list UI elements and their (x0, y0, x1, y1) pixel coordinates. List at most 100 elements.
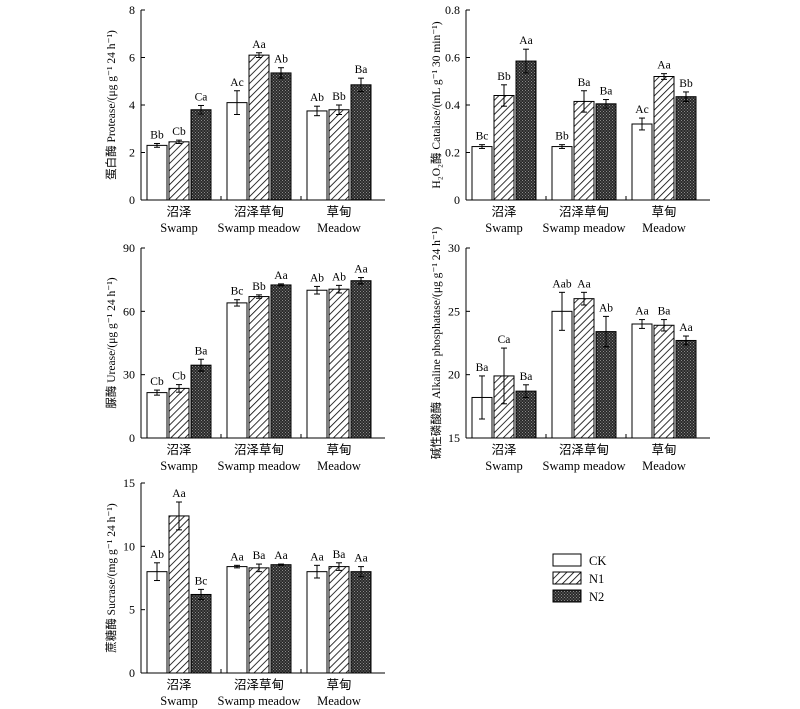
significance-label: Aa (657, 60, 670, 72)
category-label-zh: 沼泽 (166, 205, 191, 219)
bar-n1 (248, 54, 270, 201)
legend-label-ck: CK (589, 554, 606, 568)
y-tick-label: 15 (448, 431, 460, 445)
significance-label: Bb (150, 129, 164, 141)
y-tick-label: 4 (129, 98, 135, 112)
y-tick-label: 0.4 (445, 98, 460, 112)
bar-ck (226, 566, 248, 674)
y-tick-label: 6 (129, 51, 135, 65)
bar-n2 (515, 390, 537, 439)
significance-label: Ab (599, 302, 613, 314)
bar-n1 (328, 109, 350, 201)
y-axis-title: 蛋白酶 Protease/(μg g⁻¹ 24 h⁻¹) (104, 30, 118, 180)
category-label-zh: 草甸 (326, 205, 351, 219)
significance-label: Ba (600, 86, 613, 98)
category-label-en: Meadow (317, 459, 361, 473)
category-label-zh: 沼泽草甸 (559, 443, 609, 457)
significance-label: Bc (476, 131, 489, 143)
category-label-zh: 沼泽 (166, 443, 191, 457)
y-tick-label: 8 (129, 3, 135, 17)
bar-n2 (675, 96, 697, 201)
y-tick-label: 25 (448, 304, 460, 318)
significance-label: Bb (252, 281, 266, 293)
bar-ck (306, 110, 328, 201)
significance-label: Cb (172, 126, 186, 138)
bar-n2 (350, 84, 372, 201)
y-tick-label: 0 (129, 193, 135, 207)
significance-label: Aab (552, 278, 571, 290)
category-label-en: Swamp (160, 694, 198, 708)
bar-n1 (248, 296, 270, 439)
bar-ck (146, 571, 168, 674)
bar-n2 (190, 109, 212, 201)
significance-label: Ba (195, 345, 208, 357)
urease-panel: 0 30 60 90 脲酶 Urease/(μg g⁻¹ 24 h⁻¹) Cb Cb Ba 沼泽… (105, 241, 385, 473)
bar-ck (631, 323, 653, 439)
bar-n2 (350, 280, 372, 439)
y-tick-label: 10 (123, 539, 135, 553)
bar-n1 (248, 567, 270, 674)
significance-label: Ba (520, 371, 533, 383)
legend-swatch-n2 (552, 589, 582, 603)
category-label-en: Swamp meadow (218, 221, 301, 235)
y-tick-label: 0.2 (445, 146, 460, 160)
significance-label: Ab (150, 549, 164, 561)
bar-n1 (493, 95, 515, 201)
significance-label: Ab (274, 54, 288, 66)
significance-label: Aa (310, 551, 323, 563)
y-tick-label: 0 (129, 666, 135, 680)
category-label-zh: 草甸 (326, 443, 351, 457)
significance-label: Ac (635, 104, 648, 116)
alkaline-phosphatase-panel: 15 20 25 30 碱性磷酸酶 Alkaline phosphatase/(μg g… (429, 227, 710, 473)
significance-label: Bc (231, 286, 244, 298)
bar-n2 (190, 593, 212, 674)
bar-ck (226, 102, 248, 201)
bar-n2 (595, 103, 617, 201)
bar-n2 (675, 339, 697, 439)
y-tick-label: 0.8 (445, 3, 460, 17)
y-tick-label: 90 (123, 241, 135, 255)
bar-n2 (270, 284, 292, 439)
y-axis-title: 脲酶 Urease/(μg g⁻¹ 24 h⁻¹) (105, 277, 118, 408)
significance-label: Aa (252, 39, 265, 51)
significance-label: Ba (476, 362, 489, 374)
significance-label: Bb (332, 91, 346, 103)
category-label-en: Meadow (642, 459, 686, 473)
y-axis-title: 碱性磷酸酶 Alkaline phosphatase/(μg g⁻¹ 24 h⁻… (429, 227, 443, 460)
category-label-zh: 沼泽草甸 (559, 205, 609, 219)
legend-label-n2: N2 (589, 590, 604, 604)
category-label-en: Swamp meadow (218, 459, 301, 473)
legend-swatch-n1 (552, 571, 582, 585)
significance-label: Aa (354, 264, 367, 276)
category-label-zh: 草甸 (651, 443, 676, 457)
bar-n2 (190, 364, 212, 439)
legend-label-n1: N1 (589, 572, 604, 586)
bar-ck (306, 289, 328, 439)
significance-label: Cb (172, 371, 186, 383)
y-tick-label: 15 (123, 476, 135, 490)
bar-n1 (328, 566, 350, 674)
category-label-en: Meadow (317, 694, 361, 708)
category-label-en: Swamp (160, 221, 198, 235)
significance-label: Ab (332, 271, 346, 283)
category-label-zh: 沼泽草甸 (234, 443, 284, 457)
category-label-zh: 沼泽 (491, 443, 516, 457)
bar-n2 (270, 72, 292, 201)
category-label-en: Swamp (160, 459, 198, 473)
bar-ck (146, 144, 168, 201)
bar-n2 (350, 571, 372, 674)
y-tick-label: 30 (123, 368, 135, 382)
category-label-en: Swamp (485, 459, 523, 473)
category-label-zh: 沼泽草甸 (234, 678, 284, 692)
significance-label: Ba (333, 549, 346, 561)
category-label-zh: 沼泽草甸 (234, 205, 284, 219)
bar-ck (471, 146, 493, 201)
significance-label: Ca (498, 334, 511, 346)
bar-n1 (168, 515, 190, 674)
significance-label: Aa (230, 551, 243, 563)
significance-label: Ba (658, 306, 671, 318)
significance-label: Ac (230, 77, 243, 89)
significance-label: Ca (195, 91, 208, 103)
